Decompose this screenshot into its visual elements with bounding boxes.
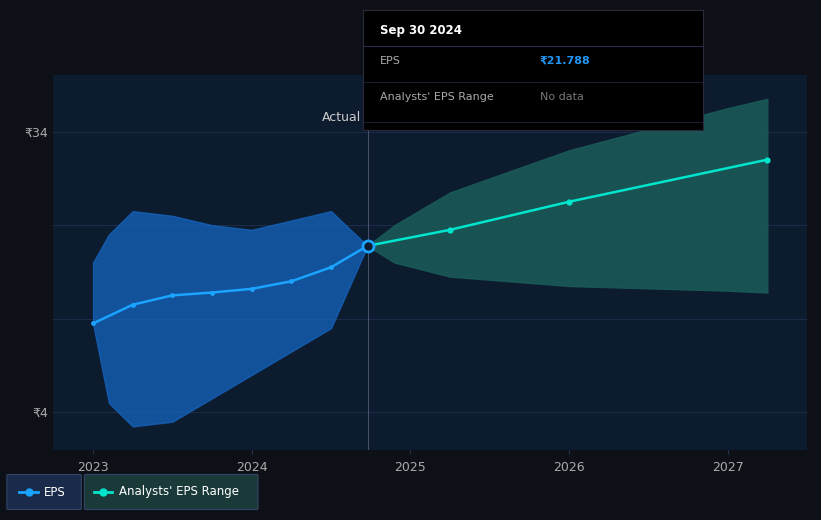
Text: EPS: EPS [380,56,401,66]
Text: Analysts' EPS Range: Analysts' EPS Range [380,92,493,101]
Text: Analysts' EPS Range: Analysts' EPS Range [118,486,238,499]
Text: Sep 30 2024: Sep 30 2024 [380,24,462,37]
Text: ₹21.788: ₹21.788 [539,56,590,66]
FancyBboxPatch shape [7,475,81,510]
FancyBboxPatch shape [85,475,258,510]
Text: No data: No data [539,92,584,101]
Text: EPS: EPS [44,486,66,499]
Text: Actual: Actual [322,111,361,124]
Text: Analysts Forecasts: Analysts Forecasts [383,111,500,124]
